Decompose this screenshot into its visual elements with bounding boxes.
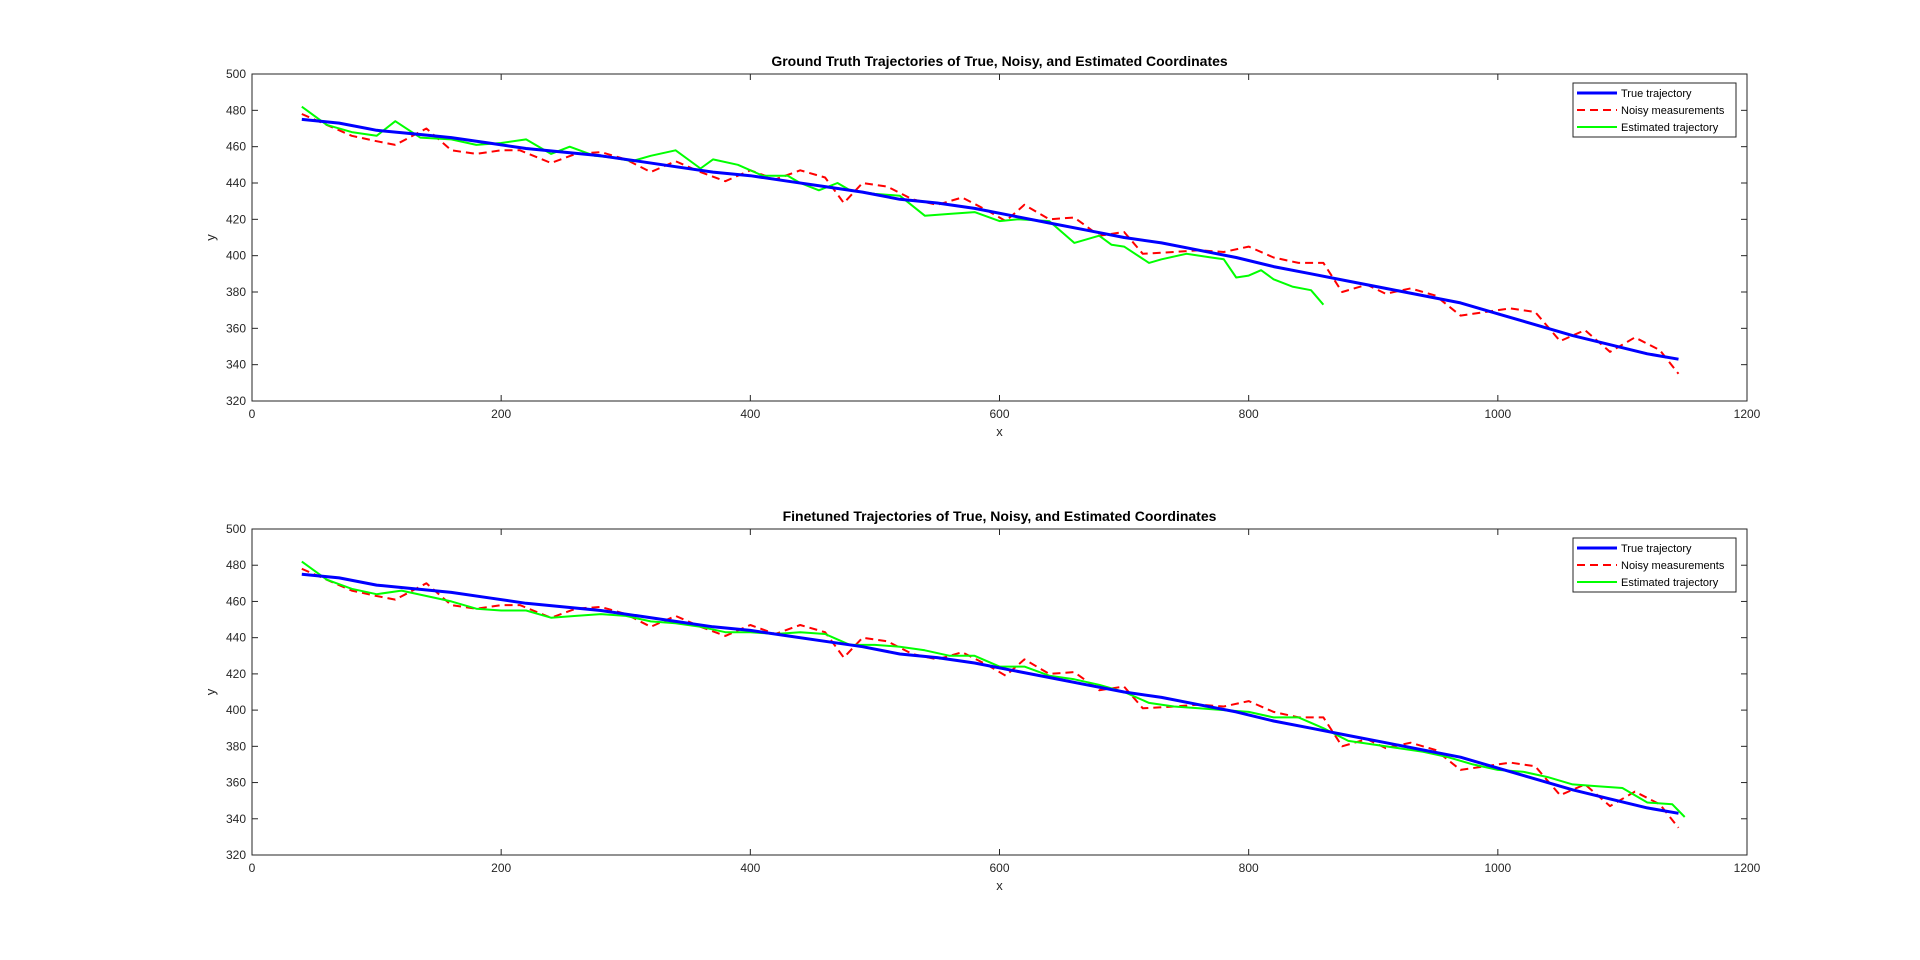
legend: True trajectory Noisy measurements Estimat… (1572, 537, 1737, 593)
y-axis-label: y (203, 234, 218, 241)
x-tick-label: 800 (1239, 407, 1259, 421)
legend-label: Estimated trajectory (1621, 577, 1719, 589)
y-tick-label: 380 (226, 285, 246, 299)
y-tick-label: 420 (226, 212, 246, 226)
y-tick-label: 460 (226, 140, 246, 154)
series-line-noisy-measurements (301, 567, 1680, 829)
series-line-true-trajectory (301, 117, 1679, 361)
x-tick-label: 1200 (1734, 407, 1761, 421)
legend-label: Noisy measurements (1621, 105, 1725, 117)
legend-label: True trajectory (1621, 543, 1692, 555)
x-tick-label: 200 (491, 407, 511, 421)
y-tick-label: 360 (226, 321, 246, 335)
y-tick-label: 500 (226, 522, 246, 536)
y-tick-label: 320 (226, 848, 246, 862)
y-tick-label: 380 (226, 739, 246, 753)
y-tick-label: 360 (226, 776, 246, 790)
x-tick-label: 200 (491, 861, 511, 875)
legend-label: Noisy measurements (1621, 560, 1725, 572)
legend-label: Estimated trajectory (1621, 122, 1719, 134)
chart-title: Finetuned Trajectories of True, Noisy, a… (783, 508, 1217, 524)
axes-box (251, 73, 1748, 402)
x-tick-label: 600 (989, 861, 1009, 875)
y-tick-label: 440 (226, 631, 246, 645)
y-tick-label: 460 (226, 594, 246, 608)
x-tick-label: 400 (740, 407, 760, 421)
subplot-1: Ground Truth Trajectories of True, Noisy… (203, 53, 1761, 439)
y-tick-label: 400 (226, 703, 246, 717)
x-axis-label: x (996, 878, 1003, 893)
y-tick-label: 400 (226, 249, 246, 263)
y-tick-label: 480 (226, 103, 246, 117)
y-tick-label: 340 (226, 358, 246, 372)
y-tick-label: 420 (226, 667, 246, 681)
x-tick-label: 1000 (1484, 861, 1511, 875)
series-line-true-trajectory (301, 572, 1679, 815)
legend: True trajectory Noisy measurements Estimat… (1572, 82, 1737, 138)
x-tick-label: 1200 (1734, 861, 1761, 875)
x-tick-label: 800 (1239, 861, 1259, 875)
y-tick-label: 500 (226, 67, 246, 81)
series-line-noisy-measurements (301, 113, 1680, 375)
y-tick-label: 340 (226, 812, 246, 826)
y-tick-label: 320 (226, 394, 246, 408)
y-tick-label: 440 (226, 176, 246, 190)
subplot-2: Finetuned Trajectories of True, Noisy, a… (203, 508, 1761, 893)
x-axis-label: x (996, 424, 1003, 439)
y-axis-label: y (203, 688, 218, 695)
series-line-estimated-trajectory (301, 105, 1325, 306)
chart-title: Ground Truth Trajectories of True, Noisy… (771, 53, 1228, 69)
x-tick-label: 0 (249, 407, 256, 421)
x-tick-label: 400 (740, 861, 760, 875)
x-tick-label: 1000 (1484, 407, 1511, 421)
y-tick-label: 480 (226, 558, 246, 572)
legend-label: True trajectory (1621, 88, 1692, 100)
x-tick-label: 0 (249, 861, 256, 875)
x-tick-label: 600 (989, 407, 1009, 421)
axes-box (251, 528, 1748, 856)
